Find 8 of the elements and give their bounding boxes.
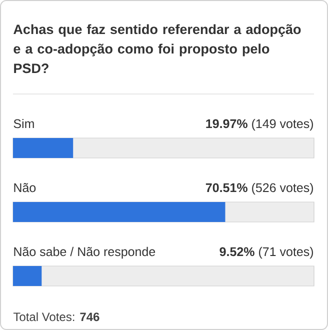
text: Total Votes: 746 (13, 312, 100, 322)
data-label: 70.51% (526 votes) (206, 182, 313, 195)
y-tick-label: Não sabe / Não responde (14, 246, 156, 259)
y-tick-label: Não (14, 183, 36, 192)
chart-title: Achas que faz sentido referendar a adopção e a co-adopção como foi proposto pelo PSD? (14, 24, 301, 74)
data-label: 19.97% (149 votes) (206, 118, 313, 131)
data-label: 9.52% (71 votes) (220, 246, 313, 259)
y-tick-label: Sim (14, 118, 34, 128)
